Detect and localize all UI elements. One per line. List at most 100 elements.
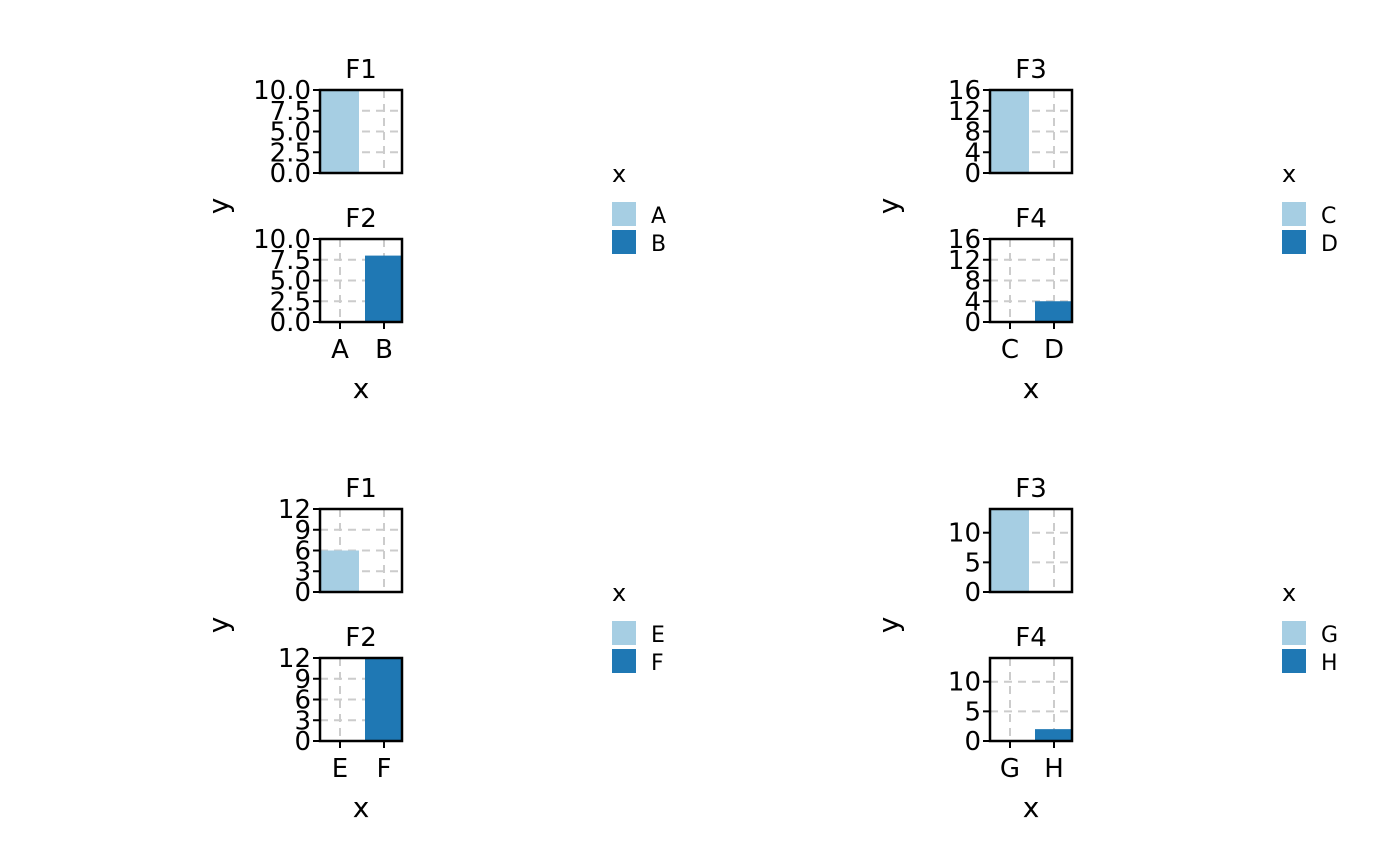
x-axis-label: x [1023, 372, 1040, 405]
legend-key-A [612, 202, 636, 226]
legend-label: E [651, 623, 665, 648]
y-axis-label: y [202, 198, 235, 215]
y-tick-label: 16 [948, 76, 981, 106]
y-tick-label: 0 [964, 159, 981, 189]
y-tick-label: 0 [294, 727, 311, 757]
y-axis-label: y [202, 617, 235, 634]
facet-panel: F2 0.02.55.07.510.0 A B [253, 204, 404, 365]
y-tick-label: 0 [964, 308, 981, 338]
x-axis-label: x [1023, 791, 1040, 824]
legend-key-G [1282, 621, 1306, 645]
legend-key-H [1282, 649, 1306, 673]
y-tick-label: 0.0 [270, 308, 311, 338]
legend: xAB [612, 160, 666, 257]
y-tick-label: 2.5 [270, 287, 311, 317]
legend-title: x [1282, 579, 1296, 607]
y-tick-label: 0 [964, 578, 981, 608]
facet-title: F4 [1015, 204, 1047, 234]
legend: xGH [1282, 579, 1338, 676]
y-axis-label: y [872, 617, 905, 634]
legend-label: F [651, 651, 664, 676]
y-tick-label: 7.5 [270, 97, 311, 127]
y-tick-label: 3 [294, 706, 311, 736]
y-tick-label: 10 [948, 668, 981, 698]
y-tick-label: 6 [294, 537, 311, 567]
y-tick-label: 0 [964, 727, 981, 757]
y-tick-label: 4 [964, 287, 981, 317]
y-tick-label: 2.5 [270, 138, 311, 168]
x-tick-label: B [375, 335, 393, 365]
facet-title: F1 [345, 474, 377, 504]
x-tick-label: E [332, 754, 348, 784]
legend-title: x [612, 160, 626, 188]
y-tick-label: 5 [964, 548, 981, 578]
x-tick-label: C [1001, 335, 1019, 365]
panel-border [988, 507, 1074, 594]
legend-label: G [1321, 623, 1338, 648]
x-axis-label: x [353, 372, 370, 405]
facet-title: F3 [1015, 55, 1047, 85]
y-tick-label: 9 [294, 665, 311, 695]
legend-label: A [651, 204, 666, 229]
legend-title: x [612, 579, 626, 607]
facet-title: F2 [345, 623, 377, 653]
y-tick-label: 12 [278, 495, 311, 525]
facet-title: F4 [1015, 623, 1047, 653]
x-tick-label: G [1000, 754, 1020, 784]
y-tick-label: 12 [948, 246, 981, 276]
legend-label: B [651, 232, 666, 257]
bar-C [991, 90, 1029, 173]
bar-G [991, 509, 1029, 592]
facet-title: F1 [345, 55, 377, 85]
y-tick-label: 7.5 [270, 246, 311, 276]
y-tick-label: 8 [964, 118, 981, 148]
bar-B [365, 255, 403, 322]
y-tick-label: 16 [948, 225, 981, 255]
y-tick-label: 5.0 [270, 118, 311, 148]
facet-title: F3 [1015, 474, 1047, 504]
legend-key-B [612, 230, 636, 254]
y-tick-label: 3 [294, 557, 311, 587]
facet-panel: F1 0.02.55.07.510.0 [253, 55, 404, 189]
legend-key-D [1282, 230, 1306, 254]
legend-key-E [612, 621, 636, 645]
y-tick-label: 5 [964, 697, 981, 727]
y-tick-label: 0 [294, 578, 311, 608]
y-tick-label: 10.0 [253, 225, 311, 255]
legend-label: D [1321, 232, 1338, 257]
y-tick-label: 12 [278, 644, 311, 674]
facet-title: F2 [345, 204, 377, 234]
bar-E [321, 550, 359, 592]
y-tick-label: 10.0 [253, 76, 311, 106]
x-tick-label: A [331, 335, 349, 365]
y-tick-label: 5.0 [270, 267, 311, 297]
panel-border [988, 656, 1074, 743]
legend-label: C [1321, 204, 1336, 229]
bar-D [1035, 301, 1073, 322]
y-tick-label: 10 [948, 519, 981, 549]
y-tick-label: 0.0 [270, 159, 311, 189]
legend: xEF [612, 579, 665, 676]
legend: xCD [1282, 160, 1338, 257]
y-tick-label: 12 [948, 97, 981, 127]
bar-A [321, 90, 359, 173]
x-tick-label: D [1044, 335, 1064, 365]
legend-label: H [1321, 651, 1338, 676]
legend-key-C [1282, 202, 1306, 226]
x-axis-label: x [353, 791, 370, 824]
bar-H [1035, 729, 1073, 741]
bar-F [365, 658, 403, 741]
y-tick-label: 8 [964, 267, 981, 297]
legend-key-F [612, 649, 636, 673]
x-tick-label: H [1044, 754, 1064, 784]
